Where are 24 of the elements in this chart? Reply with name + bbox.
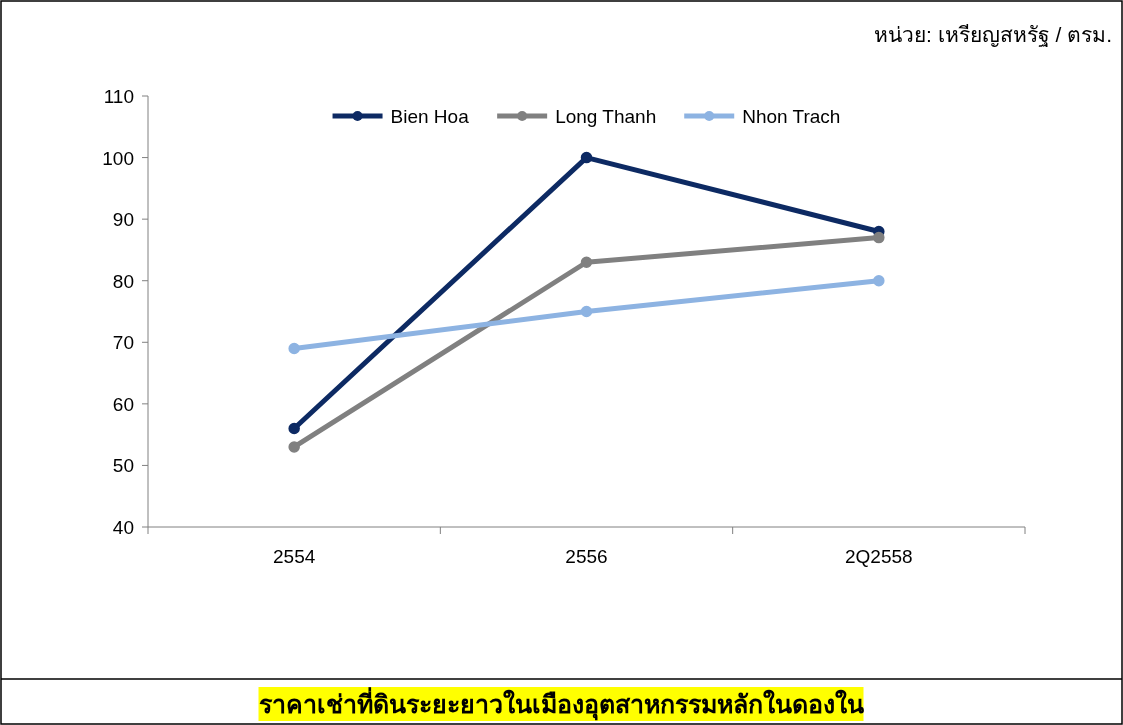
- y-axis-title: หน่วย: เหรียญสหรัฐ / ตรม.: [873, 23, 1112, 47]
- x-tick-label: 2Q2558: [845, 546, 913, 567]
- point: [288, 422, 300, 435]
- point: [580, 151, 593, 164]
- y-tick-label: 110: [103, 86, 134, 107]
- point: [288, 342, 300, 355]
- y-tick-label: 70: [112, 332, 134, 354]
- x-tick-label: 2554: [273, 546, 316, 567]
- point: [873, 274, 885, 287]
- x-tick-label: 2556: [565, 546, 608, 567]
- legend-label: Bien Hoa: [390, 106, 470, 127]
- point: [873, 231, 885, 244]
- y-tick-label: 50: [112, 455, 134, 477]
- point: [580, 256, 593, 268]
- point: [288, 441, 300, 453]
- legend-label: Nhon Trach: [742, 106, 841, 127]
- y-tick-label: 60: [112, 393, 134, 415]
- y-tick-label: 90: [112, 209, 134, 231]
- point: [580, 305, 593, 318]
- y-tick-label: 80: [112, 270, 134, 292]
- legend-label: Long Thanh: [555, 106, 657, 127]
- y-tick-label: 40: [112, 517, 134, 538]
- y-tick-label: 100: [102, 147, 134, 169]
- text: ราคาเช่าที่ดินระยะยาวในเมืองอุตสาหกรรมหลักในดองใน: [258, 687, 864, 721]
